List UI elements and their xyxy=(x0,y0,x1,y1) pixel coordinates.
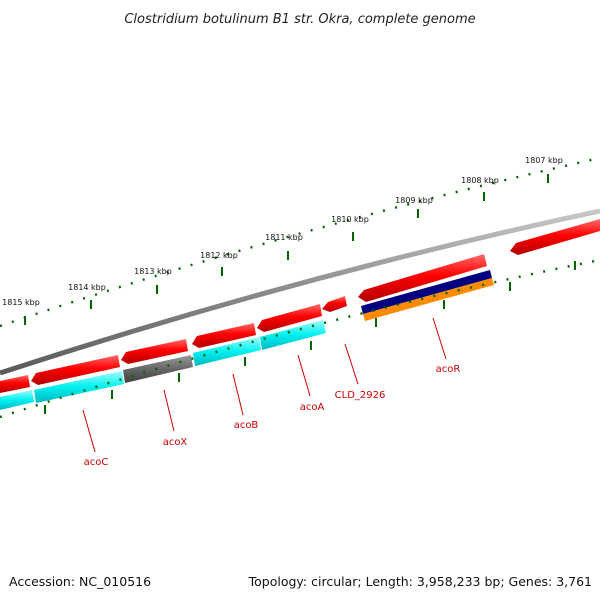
inner-tick-dashes xyxy=(0,258,600,419)
genome-backbone xyxy=(0,208,600,376)
gene-block-acoB xyxy=(193,337,261,366)
leader-acoX xyxy=(163,389,175,432)
gene-block xyxy=(0,390,34,410)
tick-label-1810: 1810 kbp xyxy=(331,215,369,224)
leader-acoB xyxy=(232,373,244,416)
gene-block-acoR-navy xyxy=(361,270,492,314)
cds-arrow xyxy=(510,219,600,255)
outer-tick-ring xyxy=(0,156,600,328)
tick-label-1807: 1807 kbp xyxy=(525,156,563,165)
outer-tick-dashes xyxy=(0,156,600,328)
gene-block-acoX xyxy=(123,355,193,383)
tick-label-1812: 1812 kbp xyxy=(200,251,238,260)
forward-cds-track xyxy=(0,219,600,393)
cds-arrow xyxy=(322,296,347,312)
cds-arrow xyxy=(358,254,487,302)
cds-arrow xyxy=(0,375,30,393)
gene-label-acoC: acoC xyxy=(84,457,109,468)
tick-label-1813: 1813 kbp xyxy=(134,267,172,276)
cds-arrow xyxy=(31,355,120,385)
gene-block-acoC xyxy=(34,371,124,403)
tick-label-1808: 1808 kbp xyxy=(461,176,499,185)
tick-label-1815: 1815 kbp xyxy=(2,298,40,307)
gene-block-acoA xyxy=(260,320,326,350)
cds-arrow xyxy=(257,304,322,332)
accession-text: Accession: NC_010516 xyxy=(9,574,151,589)
cds-arrow xyxy=(121,339,188,364)
gene-label-acoA: acoA xyxy=(300,402,325,413)
tick-label-1814: 1814 kbp xyxy=(68,283,106,292)
gene-label-acoR: acoR xyxy=(436,364,461,375)
gene-label-acoB: acoB xyxy=(234,420,259,431)
inner-tick-ring xyxy=(0,258,600,419)
tick-label-1811: 1811 kbp xyxy=(265,233,303,242)
gene-block-acoR-orange xyxy=(363,278,494,321)
topology-text: Topology: circular; Length: 3,958,233 bp… xyxy=(248,574,592,589)
leader-acoC xyxy=(82,409,96,453)
gene-track xyxy=(0,270,494,410)
leader-acoA xyxy=(297,354,311,397)
gene-label-cld2926: CLD_2926 xyxy=(335,390,386,401)
gene-label-acoX: acoX xyxy=(163,437,188,448)
leader-cld2926 xyxy=(344,343,359,385)
map-title: Clostridium botulinum B1 str. Okra, comp… xyxy=(124,12,475,27)
tick-label-1809: 1809 kbp xyxy=(395,196,433,205)
cds-arrow xyxy=(192,323,256,348)
leader-acoR xyxy=(432,317,447,360)
gene-leader-lines xyxy=(82,317,447,453)
